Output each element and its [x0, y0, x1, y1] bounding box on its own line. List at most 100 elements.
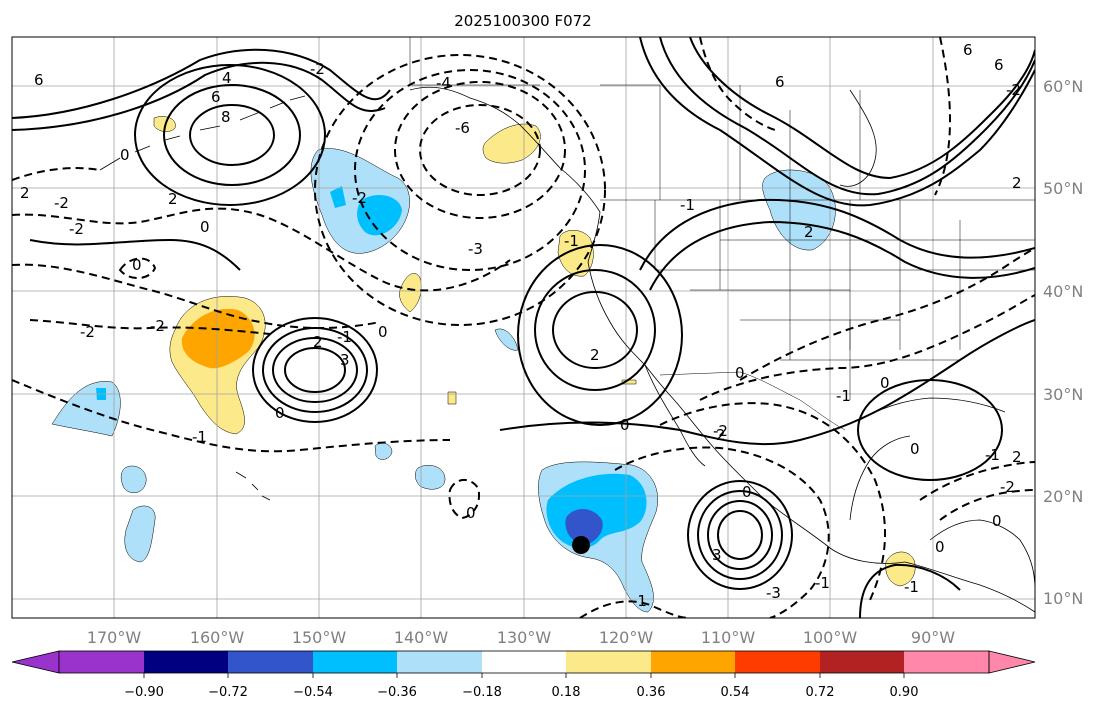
- contour-jet: [659, 37, 1035, 196]
- contour-label: 3: [712, 546, 722, 564]
- shade-dark-blue: [565, 508, 603, 545]
- colorbar: −0.90 −0.72 −0.54 −0.36 −0.18 0.18 0.36 …: [11, 650, 1036, 700]
- lat-label: 20°N: [1043, 487, 1083, 506]
- contour-label: -2: [1006, 81, 1021, 99]
- colorbar-tick-label: 0.36: [637, 685, 666, 700]
- shade-light-yellow: [885, 551, 916, 587]
- contour-label: 6: [963, 41, 973, 59]
- colorbar-segment: [651, 651, 735, 673]
- contour-ridge: [639, 198, 1035, 271]
- lat-label: 10°N: [1043, 589, 1083, 608]
- contour-label: 2: [1012, 448, 1022, 466]
- contour-label: -6: [455, 119, 470, 137]
- contour-negative: [919, 461, 1035, 501]
- contour-label: 0: [132, 256, 142, 274]
- contour-label: 2: [590, 346, 600, 364]
- contour-negative: [659, 402, 886, 601]
- contour-label: 2: [313, 333, 323, 351]
- contour-ridge: [649, 220, 1035, 291]
- contour-label: 8: [221, 108, 231, 126]
- dashed-contours: [12, 37, 1035, 618]
- contour-label: 0: [120, 146, 130, 164]
- contour-label: 0: [378, 323, 388, 341]
- contour-label: -2: [310, 60, 325, 78]
- contour-negative: [579, 600, 691, 618]
- contour-label: -2: [69, 220, 84, 238]
- us-west-coast: [587, 261, 906, 564]
- storm-position-marker: [572, 536, 590, 554]
- shade-blue: [330, 186, 346, 208]
- contour-label: 2: [20, 184, 30, 202]
- contour-label: -2: [352, 189, 367, 207]
- shade-light-blue: [124, 505, 156, 563]
- shade-light-blue: [374, 442, 393, 460]
- contour-west-coast-low: [517, 244, 683, 426]
- contour-low-alaska: [189, 104, 275, 166]
- bc-coast: [587, 211, 601, 263]
- hudson-bay: [839, 89, 877, 187]
- colorbar-tick-label: −0.18: [462, 685, 502, 700]
- shade-light-blue: [762, 169, 836, 251]
- contour-label: 0: [992, 512, 1002, 530]
- lon-label: 150°W: [292, 628, 347, 647]
- shade-light-blue: [494, 328, 519, 351]
- central-america: [904, 561, 1035, 613]
- contour-label: -2: [713, 422, 728, 440]
- contour-labels: 6 4 6 8 2 6 0 2 2 0 0 2 2 -2 -2 -1 2 -1 …: [20, 41, 1022, 610]
- contour-gulf-alaska-low: [354, 69, 586, 271]
- longitude-labels: 170°W 160°W 150°W 140°W 130°W 120°W 110°…: [87, 628, 955, 647]
- colorbar-tick-label: −0.54: [293, 685, 333, 700]
- contour-label: 2: [168, 190, 178, 208]
- contour-label: 2: [1012, 174, 1022, 192]
- colorbar-segment: [228, 651, 313, 673]
- colorbar-segment: [313, 651, 397, 673]
- colorbar-segment: [820, 651, 904, 673]
- lat-label: 60°N: [1043, 77, 1083, 96]
- colorbar-segment: [566, 651, 651, 673]
- contour-label: 0: [620, 416, 630, 434]
- contour-label: -2: [1000, 478, 1015, 496]
- lon-label: 110°W: [701, 628, 756, 647]
- shade-light-yellow: [447, 391, 457, 405]
- contour-label: 6: [211, 88, 221, 106]
- colorbar-tick-label: 0.54: [721, 685, 750, 700]
- contour-label: -2: [80, 323, 95, 341]
- contour-label: -1: [904, 578, 919, 596]
- contour-label: -1: [680, 196, 695, 214]
- contour-label: -1: [632, 592, 647, 610]
- contour-label: 0: [935, 538, 945, 556]
- contour-jet: [639, 37, 1035, 207]
- contour-label: 2: [804, 223, 814, 241]
- contour-label: 6: [994, 56, 1004, 74]
- lat-label: 30°N: [1043, 385, 1083, 404]
- lon-label: 160°W: [190, 628, 245, 647]
- contour-tropical-low: [707, 500, 773, 570]
- contour-tropical-low: [717, 510, 763, 560]
- lon-label: 140°W: [394, 628, 449, 647]
- shade-orange: [181, 308, 255, 369]
- contour-zero: [499, 319, 1035, 446]
- colorbar-ticks: [143, 673, 905, 678]
- contour-negative: [12, 263, 381, 329]
- contour-jet: [12, 61, 386, 131]
- contour-low-alaska: [134, 64, 326, 206]
- map-title: 2025100300 F072: [454, 12, 591, 30]
- contour-tropical-low: [697, 490, 783, 580]
- contour-label: 0: [880, 374, 890, 392]
- contour-west-coast-low: [534, 269, 656, 391]
- contour-label: 0: [275, 404, 285, 422]
- contour-label: -1: [985, 446, 1000, 464]
- us-state-lines: [654, 200, 1035, 400]
- shade-blue: [357, 195, 402, 236]
- contour-label: -3: [468, 240, 483, 258]
- shade-light-yellow: [557, 230, 594, 277]
- contour-low-alaska: [163, 84, 301, 186]
- shade-light-blue: [415, 465, 446, 490]
- lon-label: 130°W: [497, 628, 552, 647]
- colorbar-tick-label: −0.36: [377, 685, 417, 700]
- contour-west-coast-low: [552, 291, 638, 369]
- shade-light-blue: [120, 465, 147, 494]
- shade-light-yellow: [399, 273, 422, 313]
- contour-label: -1: [337, 328, 352, 346]
